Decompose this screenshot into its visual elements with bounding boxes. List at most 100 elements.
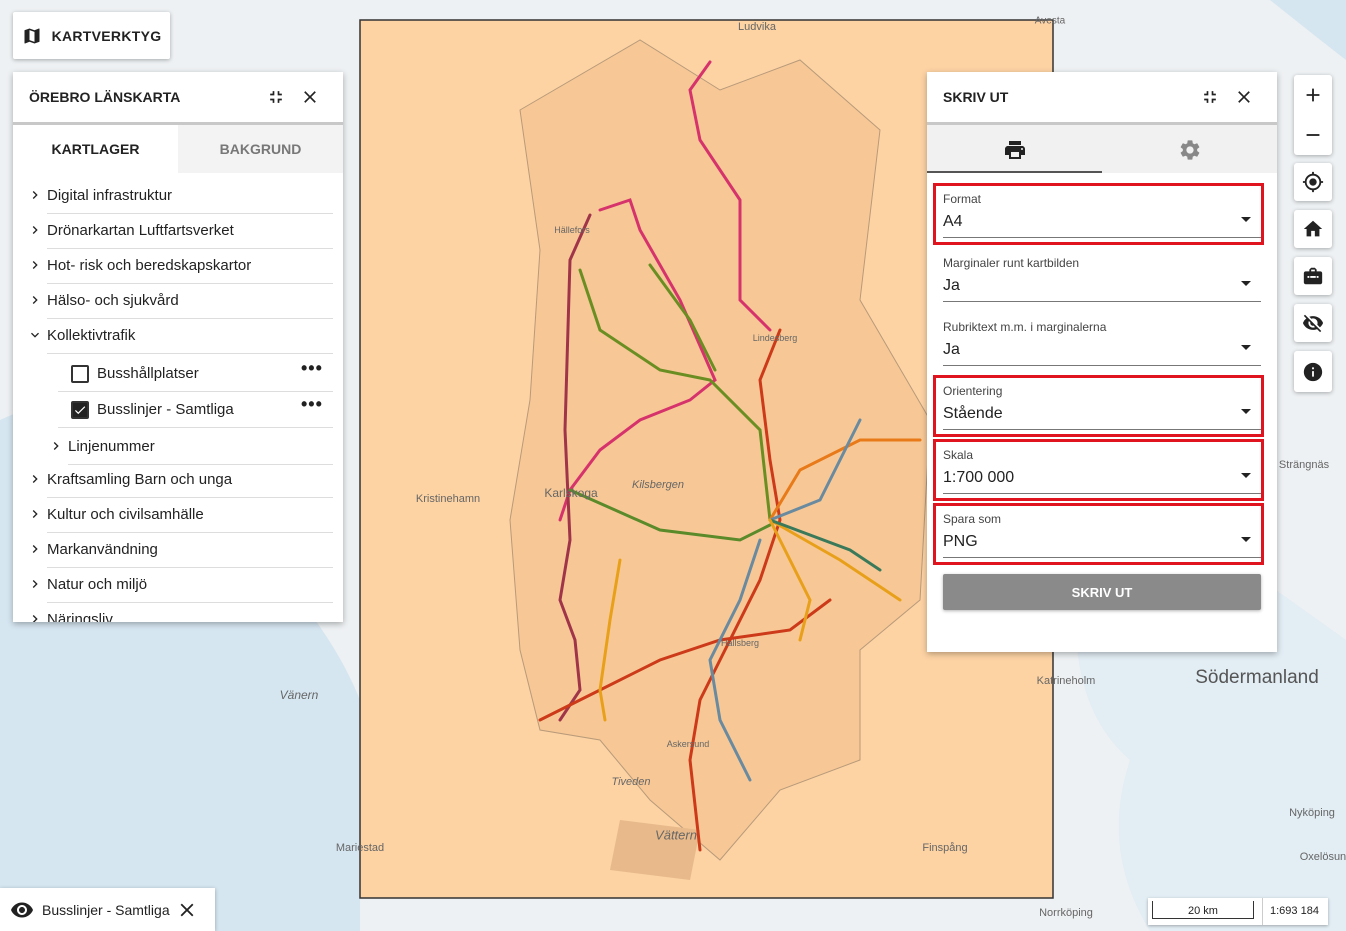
form-field[interactable]: Spara som PNG (927, 503, 1277, 567)
layer-row[interactable]: Markanvändning (13, 533, 343, 568)
dropdown-arrow (1241, 345, 1251, 350)
map-label: Nyköping (1289, 807, 1335, 819)
close-button[interactable] (300, 87, 320, 107)
expand-icon[interactable] (27, 187, 43, 208)
expand-icon[interactable] (27, 576, 43, 597)
remove-button[interactable] (176, 899, 198, 921)
tab[interactable]: KARTLAGER (13, 125, 178, 173)
tab[interactable]: BAKGRUND (178, 125, 343, 173)
map-label: Mariestad (335, 842, 385, 854)
info-button[interactable] (1294, 351, 1332, 392)
more-button[interactable]: ••• (301, 394, 323, 414)
scale-ratio: 1:693 184 (1270, 905, 1319, 917)
eye-icon[interactable] (10, 898, 34, 922)
collapse-icon[interactable] (27, 327, 43, 348)
layer-row[interactable]: Kollektivtrafik (13, 319, 343, 354)
map-label: Ludvika (738, 21, 776, 33)
layer-row[interactable]: Kultur och civilsamhälle (13, 498, 343, 533)
layer-row[interactable]: Hot- risk och beredskapskartor (13, 249, 343, 284)
expand-icon[interactable] (27, 506, 43, 527)
map-label: Hallsberg (720, 638, 760, 648)
print-button[interactable]: SKRIV UT (943, 574, 1261, 610)
scale-bar: 20 km (1152, 901, 1254, 919)
layer-row[interactable]: Hälso- och sjukvård (13, 284, 343, 319)
map-label: Askersund (666, 739, 710, 749)
print-panel: SKRIV UT Format A4 Marginaler runt kartbil… (927, 72, 1277, 652)
layer-label: Kraftsamling Barn och unga (47, 471, 233, 488)
map-label: Karlskoga (544, 486, 598, 500)
layer-row[interactable]: Drönarkartan Luftfartsverket (13, 214, 343, 249)
home-button[interactable] (1294, 210, 1332, 248)
underline (943, 493, 1261, 494)
tools-button[interactable] (1294, 257, 1332, 295)
more-button[interactable]: ••• (301, 358, 323, 378)
separator (47, 497, 333, 498)
form-field[interactable]: Marginaler runt kartbilden Ja (927, 247, 1277, 311)
print-tab[interactable] (1003, 138, 1027, 162)
field-value: PNG (943, 533, 978, 550)
expand-icon[interactable] (27, 541, 43, 562)
checkbox[interactable] (71, 365, 89, 383)
expand-icon[interactable] (27, 257, 43, 278)
layer-label: Busslinjer - Samtliga (97, 401, 234, 418)
form-field[interactable]: Skala 1:700 000 (927, 439, 1277, 503)
expand-icon[interactable] (27, 222, 43, 243)
minimize-button[interactable] (1200, 87, 1220, 107)
separator (47, 567, 333, 568)
expand-icon[interactable] (27, 611, 43, 622)
expand-icon[interactable] (27, 471, 43, 492)
separator (47, 213, 333, 214)
active-layer-chip: Busslinjer - Samtliga (0, 888, 215, 931)
map-tools-button[interactable]: KARTVERKTYG (13, 12, 170, 59)
locate-button[interactable] (1294, 163, 1332, 201)
expand-icon[interactable] (48, 438, 64, 459)
visibility-button[interactable] (1294, 304, 1332, 342)
separator (58, 391, 333, 392)
layer-label: Natur och miljö (47, 576, 148, 593)
map-label: Lindesberg (752, 333, 798, 343)
separator (68, 464, 333, 465)
separator (47, 248, 333, 249)
underline (943, 365, 1261, 366)
form-field[interactable]: Orientering Stående (927, 375, 1277, 439)
underline (943, 557, 1261, 558)
field-label: Orientering (943, 384, 1003, 398)
chip-label: Busslinjer - Samtliga (42, 901, 170, 918)
highlight-box (933, 375, 1264, 437)
map-label: Strängnäs (1278, 459, 1330, 471)
layer-label: Digital infrastruktur (47, 187, 173, 204)
layer-row[interactable]: Linjenummer (13, 430, 343, 465)
separator (58, 427, 333, 428)
layer-row[interactable]: Kraftsamling Barn och unga (13, 463, 343, 498)
dropdown-arrow (1241, 473, 1251, 478)
layer-label: Kultur och civilsamhälle (47, 506, 204, 523)
button-label: KARTVERKTYG (51, 27, 162, 44)
layer-row[interactable]: Natur och miljö (13, 568, 343, 603)
dropdown-arrow (1241, 281, 1251, 286)
close-button[interactable] (1234, 87, 1254, 107)
form-field[interactable]: Rubriktext m.m. i marginalerna Ja (927, 311, 1277, 375)
layer-label: Kollektivtrafik (47, 327, 136, 344)
layer-row[interactable]: Busshållplatser ••• (13, 358, 343, 393)
dropdown-arrow (1241, 537, 1251, 542)
layer-row[interactable]: Näringsliv (13, 603, 343, 622)
map-label: Katrineholm (1036, 675, 1096, 687)
layer-label: Hot- risk och beredskapskartor (47, 257, 252, 274)
separator (47, 353, 333, 354)
zoom-in[interactable] (1302, 84, 1324, 106)
layer-label: Linjenummer (68, 438, 155, 455)
layer-row[interactable]: Busslinjer - Samtliga ••• (13, 394, 343, 429)
zoom-out[interactable] (1302, 124, 1324, 146)
settings-tab[interactable] (1178, 138, 1202, 162)
expand-icon[interactable] (27, 292, 43, 313)
checkbox-checked[interactable] (71, 401, 89, 419)
minimize-button[interactable] (266, 87, 286, 107)
panel-title: ÖREBRO LÄNSKARTA (29, 89, 181, 105)
field-label: Spara som (943, 512, 1002, 526)
layer-row[interactable]: Digital infrastruktur (13, 179, 343, 214)
form-field[interactable]: Format A4 (927, 183, 1277, 247)
field-label: Format (943, 192, 982, 206)
map-label: Vättern (655, 827, 697, 843)
separator (47, 602, 333, 603)
